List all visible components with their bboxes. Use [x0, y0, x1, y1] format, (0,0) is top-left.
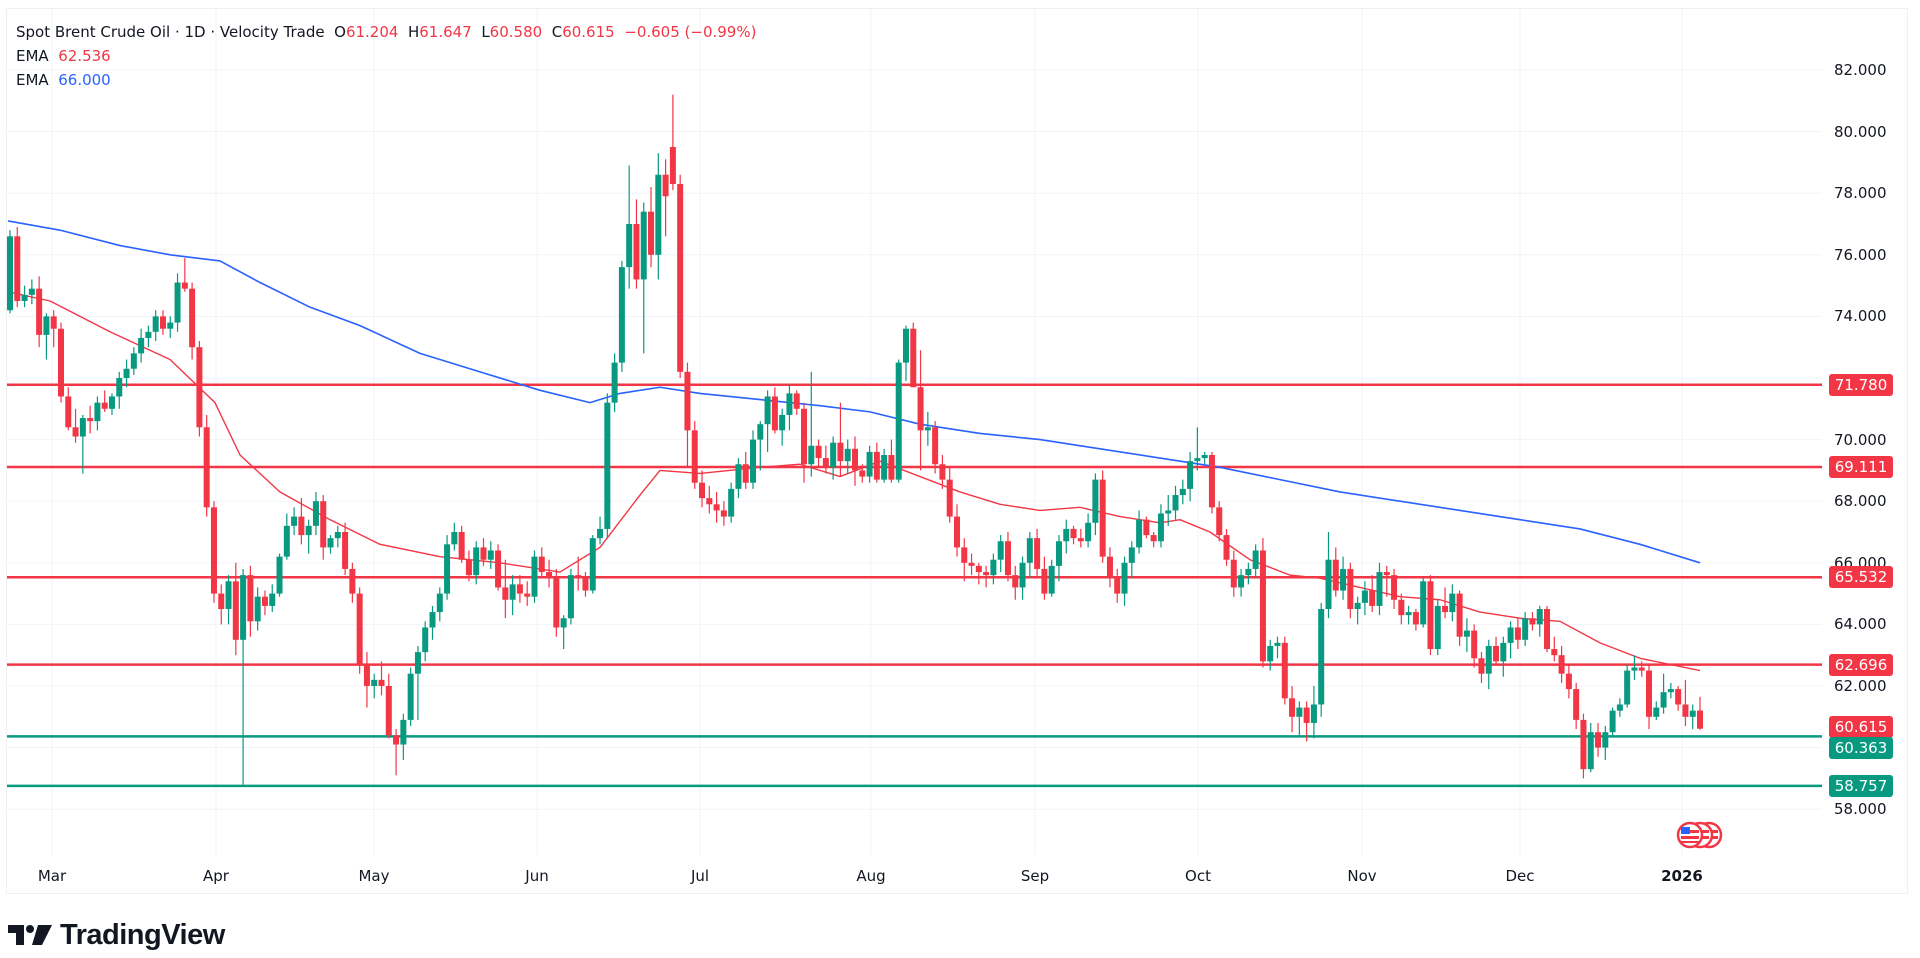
chart-legend: Spot Brent Crude Oil · 1D · Velocity Tra…: [16, 20, 756, 92]
chart-frame: [6, 8, 1908, 894]
price-axis-label: 62.000: [1834, 677, 1887, 695]
indicator-ema-fast[interactable]: EMA 62.536: [16, 47, 111, 65]
candlesticks: [7, 94, 1703, 785]
time-axis-label: May: [358, 867, 390, 885]
ema-fast-line: [7, 291, 1701, 672]
price-axis-label: 76.000: [1834, 245, 1887, 264]
price-tag: 62.696: [1829, 653, 1893, 676]
time-axis-label: 2026: [1661, 867, 1703, 885]
tradingview-logo[interactable]: TradingView: [8, 918, 225, 952]
price-tag: 65.532: [1829, 566, 1893, 589]
high-value: 61.647: [419, 23, 472, 41]
price-tag: 60.615: [1829, 715, 1893, 738]
us-flag-icon[interactable]: [1676, 821, 1704, 849]
open-value: 61.204: [345, 23, 399, 41]
time-axis-label: Nov: [1347, 867, 1377, 885]
time-axis-label: Jun: [525, 867, 549, 885]
time-axis-label: Mar: [37, 867, 67, 885]
time-axis-label: Oct: [1185, 867, 1211, 885]
price-axis-label: 74.000: [1834, 307, 1887, 326]
time-axis-label: Jul: [690, 867, 710, 885]
price-axis-label: 82.000: [1834, 61, 1887, 79]
time-axis-label: Sep: [1020, 867, 1050, 885]
ema-fast-value: 62.536: [58, 47, 111, 65]
ema-slow-value: 66.000: [58, 71, 111, 89]
economic-events[interactable]: [1676, 821, 1723, 849]
symbol-title[interactable]: Spot Brent Crude Oil · 1D · Velocity Tra…: [16, 23, 325, 41]
grid-lines: [7, 9, 1822, 855]
time-axis-label: Aug: [856, 867, 886, 885]
low-value: 60.580: [489, 23, 543, 41]
tradingview-logo-icon: [8, 925, 52, 945]
price-tag: 60.363: [1829, 737, 1893, 760]
horizontal-levels[interactable]: [7, 383, 1822, 788]
price-axis-label: 78.000: [1834, 184, 1887, 203]
symbol-row[interactable]: Spot Brent Crude Oil · 1D · Velocity Tra…: [16, 23, 757, 41]
price-tag: 71.780: [1829, 373, 1893, 396]
time-axis-label: Apr: [203, 867, 229, 885]
price-tag: 58.757: [1829, 774, 1893, 797]
price-axis-label: 80.000: [1834, 122, 1887, 141]
ema-slow-line: [7, 220, 1701, 564]
price-axis-label: 70.000: [1834, 430, 1887, 449]
price-tag: 69.111: [1829, 455, 1893, 478]
change-value: −0.605 (−0.99%): [624, 23, 757, 41]
close-value: 60.615: [562, 23, 615, 41]
time-axis-label: Dec: [1505, 867, 1535, 885]
tradingview-logo-text: TradingView: [60, 918, 225, 951]
price-axis-label: 58.000: [1834, 800, 1887, 819]
indicator-ema-slow[interactable]: EMA 66.000: [16, 71, 111, 89]
price-axis-label: 68.000: [1834, 492, 1887, 511]
price-axis-label: 64.000: [1834, 615, 1887, 634]
